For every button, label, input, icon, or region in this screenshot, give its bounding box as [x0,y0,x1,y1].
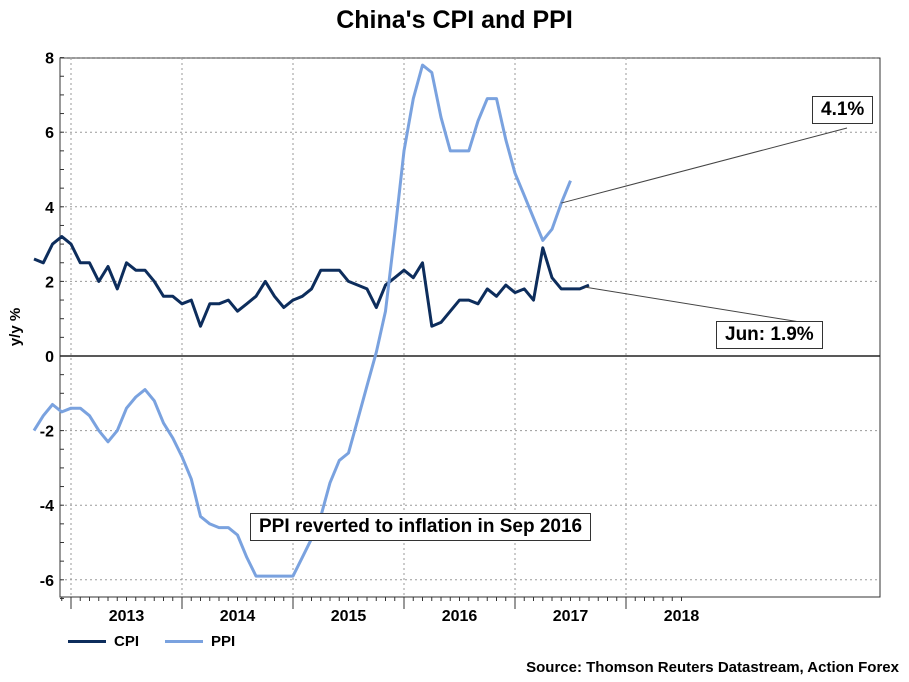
x-year-label: 2018 [664,608,700,625]
y-axis-label: y/y % [7,308,24,346]
legend-swatch-cpi [68,640,106,643]
legend-label-ppi: PPI [211,633,236,650]
y-tick-label: -6 [40,573,54,590]
cpi-last-callout: Jun: 1.9% [716,321,823,349]
y-tick-label: 6 [45,125,54,142]
x-year-label: 2014 [220,608,256,625]
series-line-cpi [33,235,590,328]
legend-item-ppi: PPI [165,633,235,650]
legend-swatch-ppi [165,640,204,643]
ppi-last-callout: 4.1% [812,96,874,124]
x-year-label: 2017 [553,608,589,625]
x-year-label: 2015 [331,608,367,625]
cpi-callout-leader [584,286,801,323]
ppi-callout-leader [561,127,848,204]
ppi-note-callout: PPI reverted to inflation in Sep 2016 [250,513,592,541]
y-tick-label: 4 [45,200,54,217]
legend-item-cpi: CPI [68,633,139,650]
series-line-ppi [32,63,572,578]
y-tick-label: -4 [40,498,54,515]
y-tick-label: 2 [45,274,54,291]
x-year-label: 2013 [109,608,145,625]
source-note: Source: Thomson Reuters Datastream, Acti… [526,659,899,676]
chart-title: China's CPI and PPI [336,6,573,34]
y-tick-label: 0 [45,349,54,366]
legend-label-cpi: CPI [114,633,140,650]
legend: CPI PPI [68,633,235,650]
y-tick-label: 8 [45,51,54,68]
y-tick-label: -2 [40,424,54,441]
x-year-label: 2016 [442,608,478,625]
